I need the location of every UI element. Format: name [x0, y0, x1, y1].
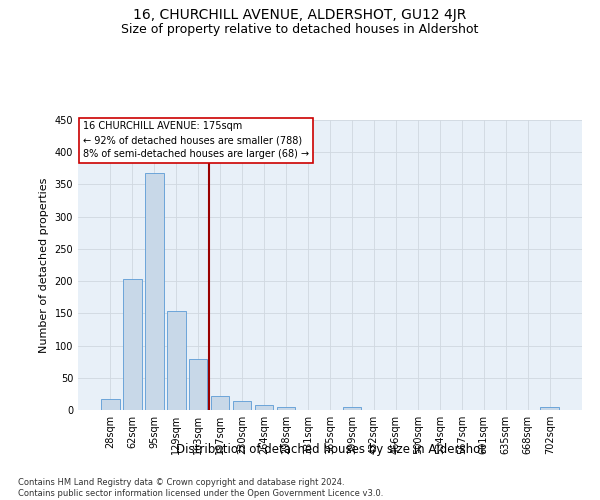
Text: 16, CHURCHILL AVENUE, ALDERSHOT, GU12 4JR: 16, CHURCHILL AVENUE, ALDERSHOT, GU12 4J…	[133, 8, 467, 22]
Bar	[277, 407, 295, 410]
Text: Contains HM Land Registry data © Crown copyright and database right 2024.
Contai: Contains HM Land Registry data © Crown c…	[18, 478, 383, 498]
Bar	[255, 405, 274, 410]
Bar	[343, 407, 361, 410]
Bar	[189, 359, 208, 410]
Bar	[211, 396, 229, 410]
Text: 16 CHURCHILL AVENUE: 175sqm
← 92% of detached houses are smaller (788)
8% of sem: 16 CHURCHILL AVENUE: 175sqm ← 92% of det…	[83, 122, 309, 160]
Text: Distribution of detached houses by size in Aldershot: Distribution of detached houses by size …	[176, 442, 485, 456]
Bar	[123, 279, 142, 410]
Y-axis label: Number of detached properties: Number of detached properties	[39, 178, 49, 352]
Text: Size of property relative to detached houses in Aldershot: Size of property relative to detached ho…	[121, 22, 479, 36]
Bar	[145, 173, 164, 410]
Bar	[541, 408, 559, 410]
Bar	[167, 311, 185, 410]
Bar	[101, 399, 119, 410]
Bar	[233, 401, 251, 410]
